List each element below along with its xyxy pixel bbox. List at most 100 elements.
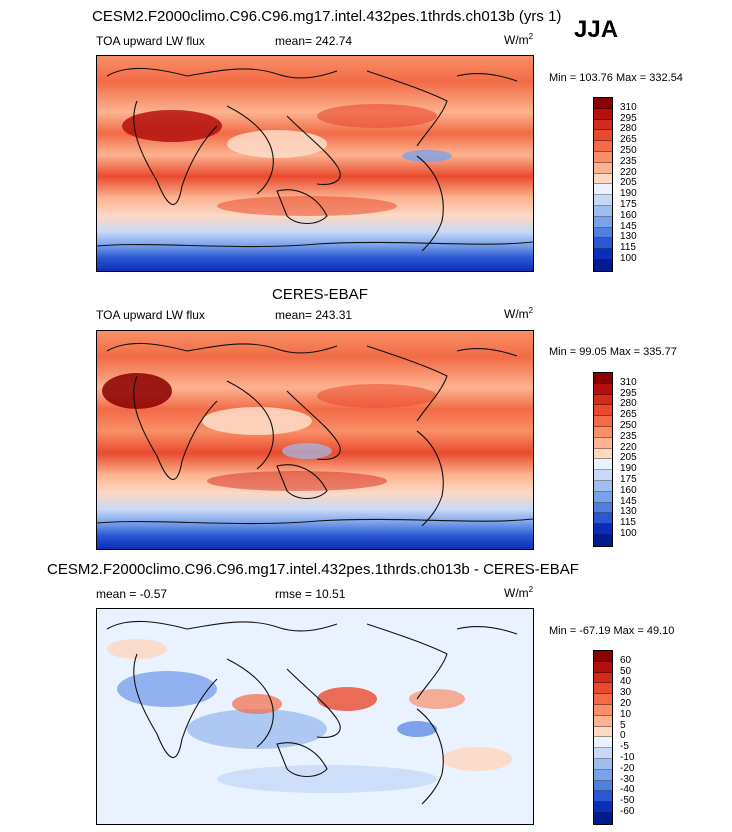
colorbar-tick-label: 175 — [620, 474, 637, 485]
colorbar-swatch — [594, 812, 612, 824]
colorbar-swatch — [594, 491, 612, 503]
diff-minmax: Min = -67.19 Max = 49.10 — [549, 625, 675, 637]
colorbar-tick-label: 10 — [620, 708, 632, 720]
diff-colorbar — [593, 650, 613, 825]
colorbar-swatch — [594, 383, 612, 395]
colorbar-tick-label: -50 — [620, 795, 635, 807]
colorbar-swatch — [594, 119, 612, 131]
diff-rmse-label: rmse = 10.51 — [275, 587, 346, 601]
colorbar-swatch — [594, 259, 612, 271]
model-units-label: W/m2 — [504, 32, 533, 47]
colorbar-swatch — [594, 737, 612, 749]
obs-minmax: Min = 99.05 Max = 335.77 — [549, 346, 677, 358]
colorbar-tick-label: 205 — [620, 452, 637, 464]
colorbar-tick-label: 280 — [620, 123, 637, 135]
colorbar-tick-label: 190 — [620, 188, 637, 200]
diff-panel-title: CESM2.F2000climo.C96.C96.mg17.intel.432p… — [47, 561, 579, 578]
colorbar-swatch — [594, 758, 612, 770]
colorbar-tick-label: 30 — [620, 687, 632, 699]
colorbar-swatch — [594, 394, 612, 406]
colorbar-tick-label: 40 — [620, 676, 632, 688]
colorbar-tick-label: 0 — [620, 730, 626, 742]
colorbar-tick-label: 160 — [620, 209, 637, 221]
colorbar-tick-label: -40 — [620, 784, 635, 796]
colorbar-tick-label: -20 — [620, 762, 635, 774]
colorbar-swatch — [594, 448, 612, 460]
colorbar-tick-label: 205 — [620, 177, 637, 189]
colorbar-tick-label: -5 — [620, 741, 629, 753]
model-panel-title: CESM2.F2000climo.C96.C96.mg17.intel.432p… — [92, 8, 562, 25]
colorbar-tick-label: 115 — [620, 242, 636, 254]
colorbar-tick-label: -60 — [620, 806, 635, 817]
colorbar-swatch — [594, 726, 612, 738]
obs-colorbar — [593, 372, 613, 547]
colorbar-swatch — [594, 98, 612, 109]
colorbar-swatch — [594, 651, 612, 662]
colorbar-swatch — [594, 459, 612, 471]
colorbar-tick-label: 310 — [620, 101, 637, 113]
units-text: W/m — [504, 586, 529, 600]
colorbar-tick-label: 235 — [620, 430, 637, 442]
colorbar-tick-label: 20 — [620, 698, 632, 709]
colorbar-swatch — [594, 502, 612, 514]
model-map — [96, 55, 534, 272]
colorbar-swatch — [594, 672, 612, 684]
units-exponent: 2 — [528, 32, 534, 41]
colorbar-swatch — [594, 513, 612, 525]
colorbar-swatch — [594, 780, 612, 792]
colorbar-tick-label: 145 — [620, 220, 637, 232]
colorbar-swatch — [594, 373, 612, 384]
colorbar-tick-label: 295 — [620, 112, 637, 124]
colorbar-tick-label: 5 — [620, 719, 626, 731]
colorbar-tick-label: 295 — [620, 387, 637, 399]
colorbar-swatch — [594, 437, 612, 449]
colorbar-swatch — [594, 205, 612, 217]
season-label: JJA — [574, 16, 619, 43]
colorbar-tick-label: 280 — [620, 398, 637, 410]
colorbar-swatch — [594, 683, 612, 695]
colorbar-tick-label: 265 — [620, 134, 637, 146]
colorbar-swatch — [594, 802, 612, 813]
colorbar-tick-label: 220 — [620, 441, 637, 453]
colorbar-swatch — [594, 715, 612, 727]
colorbar-swatch — [594, 184, 612, 196]
colorbar-swatch — [594, 524, 612, 535]
colorbar-swatch — [594, 470, 612, 481]
units-text: W/m — [504, 33, 529, 47]
colorbar-swatch — [594, 426, 612, 438]
colorbar-tick-label: -10 — [620, 752, 635, 763]
colorbar-swatch — [594, 216, 612, 228]
model-mean-label: mean= 242.74 — [275, 34, 353, 48]
colorbar-tick-label: 235 — [620, 155, 637, 167]
obs-map — [96, 330, 534, 550]
colorbar-swatch — [594, 534, 612, 546]
colorbar-tick-label: 250 — [620, 145, 637, 156]
diff-mean-label: mean = -0.57 — [96, 587, 168, 601]
colorbar-swatch — [594, 405, 612, 417]
diff-map — [96, 608, 534, 825]
colorbar-swatch — [594, 480, 612, 492]
colorbar-swatch — [594, 238, 612, 250]
colorbar-swatch — [594, 162, 612, 174]
colorbar-swatch — [594, 249, 612, 260]
obs-mean-label: mean= 243.31 — [275, 308, 353, 322]
model-minmax: Min = 103.76 Max = 332.54 — [549, 72, 683, 84]
diff-units-label: W/m2 — [504, 585, 533, 600]
colorbar-swatch — [594, 227, 612, 239]
colorbar-tick-label: 310 — [620, 376, 637, 388]
colorbar-tick-label: 145 — [620, 495, 637, 507]
colorbar-tick-label: 50 — [620, 665, 632, 677]
colorbar-swatch — [594, 151, 612, 163]
units-exponent: 2 — [528, 585, 534, 594]
colorbar-tick-label: 175 — [620, 199, 637, 210]
colorbar-tick-label: 100 — [620, 253, 637, 264]
colorbar-tick-label: 190 — [620, 463, 637, 475]
model-variable-label: TOA upward LW flux — [96, 34, 205, 48]
units-exponent: 2 — [528, 306, 534, 315]
colorbar-tick-label: 60 — [620, 654, 632, 666]
colorbar-swatch — [594, 791, 612, 803]
colorbar-swatch — [594, 130, 612, 142]
obs-variable-label: TOA upward LW flux — [96, 308, 205, 322]
colorbar-tick-label: 160 — [620, 484, 637, 496]
colorbar-tick-label: 220 — [620, 166, 637, 178]
